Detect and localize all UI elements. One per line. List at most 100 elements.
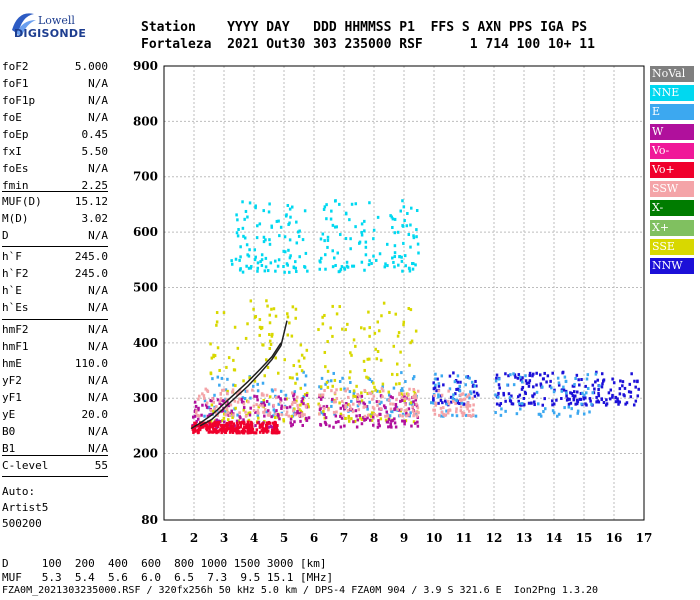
echo-point xyxy=(296,406,300,410)
echo-point xyxy=(510,402,514,406)
echo-point xyxy=(332,410,336,414)
echo-point xyxy=(337,420,340,424)
echo-point xyxy=(466,395,469,399)
echo-point xyxy=(611,377,614,381)
param-name: h`F xyxy=(2,250,22,263)
echo-point xyxy=(528,373,532,377)
echo-point xyxy=(237,227,240,231)
echo-point xyxy=(364,405,367,409)
echo-point xyxy=(196,431,200,435)
param-name: hmF1 xyxy=(2,340,29,353)
echo-point xyxy=(331,249,334,253)
echo-point xyxy=(249,396,252,400)
echo-point xyxy=(574,376,577,380)
echo-point xyxy=(265,425,268,429)
legend-item-nne: NNE xyxy=(650,85,694,102)
footer-distance-row: D 100 200 400 600 800 1000 1500 3000 [km… xyxy=(2,557,327,570)
echo-point xyxy=(242,400,245,404)
param-value: 5.000 xyxy=(74,60,108,73)
echo-point xyxy=(268,242,272,246)
echo-point xyxy=(331,265,335,269)
echo-point xyxy=(360,222,364,226)
echo-point xyxy=(392,386,396,390)
echo-point xyxy=(527,384,531,388)
echo-point xyxy=(434,372,437,376)
echo-point xyxy=(258,430,262,434)
echo-point xyxy=(323,239,326,243)
echo-point xyxy=(354,225,357,229)
echo-point xyxy=(200,425,203,429)
echo-point xyxy=(550,386,553,390)
param-row: fmin 2.25 xyxy=(2,179,108,196)
echo-point xyxy=(341,376,344,380)
echo-point xyxy=(325,217,328,221)
echo-point xyxy=(404,264,407,268)
echo-point xyxy=(358,241,361,245)
echo-point xyxy=(518,375,522,379)
echo-point xyxy=(247,400,250,404)
echo-point xyxy=(257,420,261,424)
echo-point xyxy=(299,343,303,347)
echo-point xyxy=(448,408,452,412)
echo-point xyxy=(248,376,251,380)
echo-point xyxy=(331,304,334,308)
echo-point xyxy=(535,383,538,387)
echo-point xyxy=(290,415,294,419)
param-value: 110.0 xyxy=(74,357,108,370)
echo-point xyxy=(288,238,292,242)
echo-point xyxy=(289,417,293,421)
param-row: foF2 5.000 xyxy=(2,60,108,77)
echo-point xyxy=(358,414,361,418)
echo-point xyxy=(556,414,559,418)
echo-point xyxy=(288,221,291,225)
echo-point xyxy=(270,334,274,338)
echo-point xyxy=(377,419,380,423)
echo-point xyxy=(379,417,383,421)
echo-point xyxy=(254,424,257,428)
echo-point xyxy=(193,414,197,418)
echo-point xyxy=(236,426,239,430)
echo-point xyxy=(516,376,520,380)
echo-point xyxy=(360,260,364,264)
echo-point xyxy=(220,376,224,380)
echo-point xyxy=(285,410,289,414)
echo-point xyxy=(278,234,281,238)
echo-point xyxy=(244,389,248,393)
echo-point xyxy=(256,398,259,402)
echo-point xyxy=(271,421,275,425)
echo-point xyxy=(250,421,253,425)
echo-point xyxy=(298,255,301,259)
echo-point xyxy=(391,396,394,400)
echo-point xyxy=(260,253,264,257)
echo-point xyxy=(302,402,305,406)
echo-point xyxy=(276,423,279,427)
echo-point xyxy=(339,387,343,391)
echo-point xyxy=(401,224,404,228)
echo-point xyxy=(594,380,597,384)
echo-point xyxy=(384,406,387,410)
echo-point xyxy=(437,384,441,388)
echo-point xyxy=(542,410,545,414)
echo-point xyxy=(209,342,212,346)
echo-point xyxy=(458,389,462,393)
param-row: B1 N/A xyxy=(2,442,108,459)
echo-point xyxy=(368,259,371,263)
echo-point xyxy=(406,211,409,215)
echo-point xyxy=(226,392,229,396)
header-row-labels: Station YYYY DAY DDD HHMMSS P1 FFS S AXN… xyxy=(141,20,588,35)
param-row: D N/A xyxy=(2,229,108,246)
echo-point xyxy=(403,395,406,399)
echo-point xyxy=(233,399,237,403)
echo-point xyxy=(461,414,465,418)
echo-point xyxy=(292,265,296,269)
echo-point xyxy=(388,310,391,314)
echo-point xyxy=(595,370,598,374)
echo-point xyxy=(261,381,265,385)
echo-point xyxy=(271,332,274,336)
param-row: foF1p N/A xyxy=(2,94,108,111)
echo-point xyxy=(360,230,363,234)
echo-point xyxy=(271,430,274,434)
echo-point xyxy=(202,425,205,429)
echo-point xyxy=(453,380,457,384)
echo-point xyxy=(434,383,437,387)
